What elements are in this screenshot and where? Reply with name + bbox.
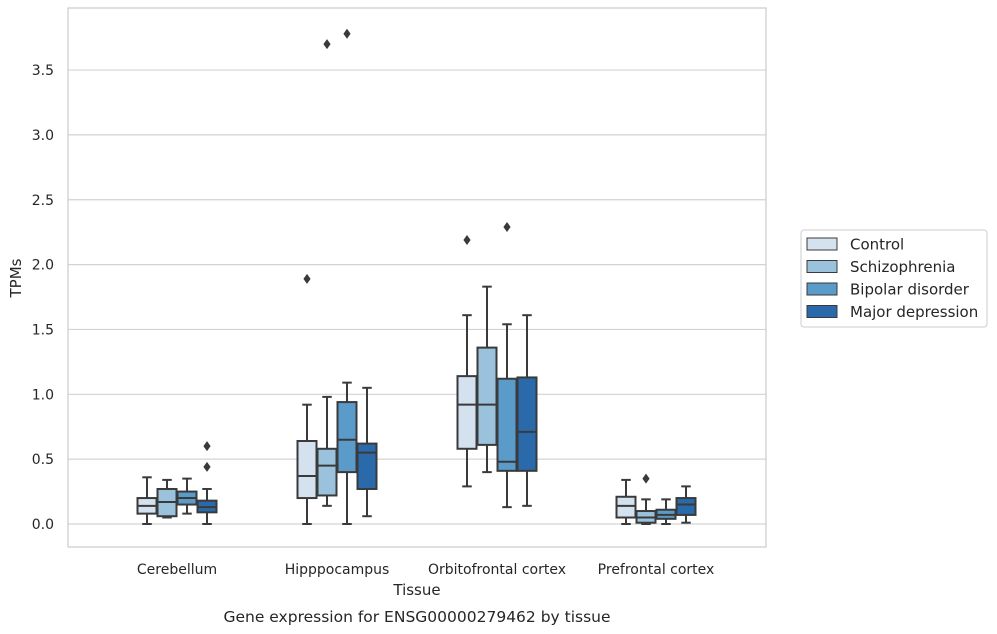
legend-swatch <box>806 282 838 296</box>
x-tick-label: Cerebellum <box>137 562 217 578</box>
box <box>316 39 338 507</box>
legend-swatch <box>806 305 838 318</box>
box <box>156 478 178 519</box>
legend-label: Control <box>850 236 904 254</box>
box <box>196 441 218 525</box>
y-tick-label: 1.5 <box>32 322 54 338</box>
box-body <box>456 375 478 450</box>
box <box>336 28 358 525</box>
outlier-point <box>203 441 211 452</box>
outlier-point <box>343 28 351 39</box>
chart-caption: Gene expression for ENSG00000279462 by t… <box>223 608 610 626</box>
box <box>615 478 637 525</box>
y-tick-label: 2.0 <box>32 258 54 274</box>
box <box>296 273 318 525</box>
x-tick-label: Orbitofrontal cortex <box>428 562 566 578</box>
box <box>476 285 498 474</box>
legend-label: Bipolar disorder <box>850 281 970 299</box>
x-axis-title: Tissue <box>392 581 440 599</box>
box-body <box>316 447 338 497</box>
y-axis-ticks: 0.0 0.5 1.0 1.5 2.0 2.5 3.0 3.5 <box>32 63 54 533</box>
y-axis-title: TPMs <box>7 258 25 298</box>
series-control <box>136 234 637 525</box>
legend: Control Schizophrenia Bipolar disorder Majo… <box>800 229 988 328</box>
x-axis-ticks: Cerebellum Hipppocampus Orbitofrontal cort… <box>137 562 714 578</box>
outlier-point <box>503 221 511 232</box>
series-schizophrenia <box>156 39 657 525</box>
y-tick-label: 3.5 <box>32 63 54 79</box>
x-tick-label: Hipppocampus <box>285 562 390 578</box>
plot-area-frame <box>67 7 767 548</box>
x-tick-label: Prefrontal cortex <box>598 562 715 578</box>
outlier-point <box>642 473 650 484</box>
box-body <box>615 495 637 519</box>
box <box>635 473 657 525</box>
legend-swatch <box>806 237 838 251</box>
grid-lines <box>68 69 766 525</box>
box <box>356 386 378 518</box>
outlier-point <box>323 39 331 50</box>
outlier-point <box>303 273 311 284</box>
box-body <box>476 346 498 446</box>
series-major-depression <box>196 314 697 525</box>
box-body <box>296 439 318 500</box>
y-tick-label: 2.5 <box>32 193 54 209</box>
box <box>516 314 538 507</box>
box-body <box>675 497 697 516</box>
legend-frame <box>800 229 988 328</box>
outlier-point <box>463 234 471 245</box>
box <box>655 498 677 525</box>
y-tick-label: 3.0 <box>32 128 54 144</box>
series-bipolar-disorder <box>176 28 677 525</box>
box-body <box>496 377 518 472</box>
legend-label: Schizophrenia <box>850 258 955 276</box>
outlier-point <box>203 461 211 472</box>
legend-swatch <box>806 260 838 273</box>
box-series <box>136 28 697 525</box>
box <box>456 234 478 488</box>
y-tick-label: 0.0 <box>32 517 54 533</box>
box <box>176 477 198 515</box>
legend-label: Major depression <box>850 303 978 321</box>
y-tick-label: 0.5 <box>32 452 54 468</box>
y-tick-label: 1.0 <box>32 387 54 403</box>
box-body <box>356 442 378 490</box>
box-body <box>336 401 358 474</box>
box <box>136 476 158 525</box>
box-body <box>516 376 538 472</box>
box <box>675 485 697 524</box>
